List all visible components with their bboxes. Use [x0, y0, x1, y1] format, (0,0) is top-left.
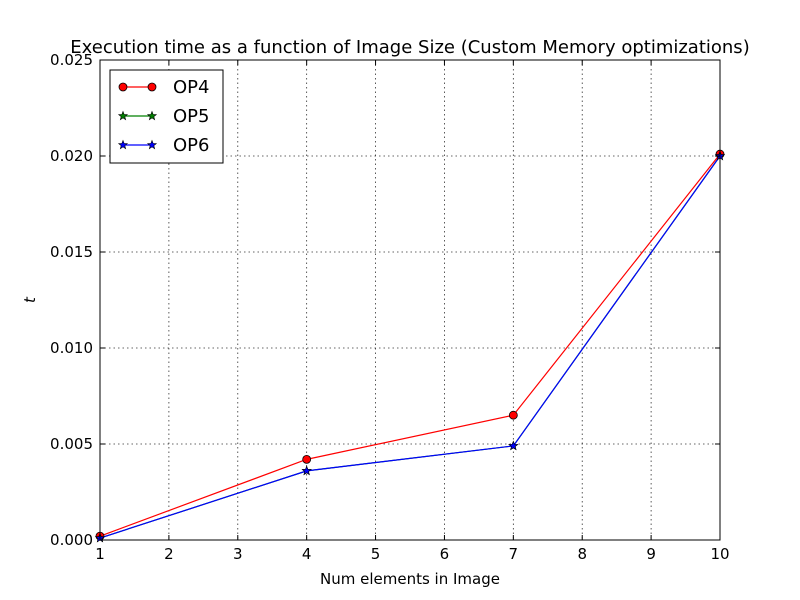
legend-marker-right	[147, 82, 157, 92]
data-point-op4	[302, 454, 312, 464]
legend-box	[109, 69, 224, 164]
x-tick-label: 9	[646, 545, 656, 563]
x-tick-label: 4	[302, 545, 312, 563]
legend-marker-left	[118, 82, 128, 92]
legend-marker-right	[146, 110, 158, 121]
legend-marker-left	[117, 139, 129, 150]
series-line-op4	[99, 153, 721, 537]
x-tick-label: 5	[371, 545, 381, 563]
x-tick-label: 10	[710, 545, 729, 563]
chart-title: Execution time as a function of Image Si…	[70, 37, 749, 58]
y-tick-label: 0.025	[50, 51, 93, 69]
legend-item-op6: OP6	[117, 135, 209, 156]
legend-marker-left	[117, 110, 129, 121]
y-tick-label: 0.010	[50, 339, 93, 357]
legend-marker-right	[146, 139, 158, 150]
y-axis-label: t	[21, 296, 39, 303]
y-tick-label: 0.005	[50, 435, 93, 453]
x-tick-label: 3	[233, 545, 243, 563]
legend-item-op5: OP5	[117, 106, 209, 127]
legend-label: OP4	[173, 77, 209, 98]
x-tick-label: 8	[577, 545, 587, 563]
series-op4	[95, 149, 725, 541]
series-line-op6	[99, 155, 721, 539]
legend-label: OP5	[173, 106, 209, 127]
x-axis-label: Num elements in Image	[320, 570, 500, 588]
y-tick-label: 0.015	[50, 243, 93, 261]
y-tick-label: 0.020	[50, 147, 93, 165]
data-point-op4	[508, 410, 518, 420]
tick-layer: 1 2 3 4 5 6 7 8 9 10 0.000 0.005 0.010 0.015 0.020 0.02…	[50, 51, 730, 563]
grid-layer	[100, 60, 720, 540]
x-tick-label: 2	[164, 545, 174, 563]
series-layer	[94, 149, 726, 543]
legend-item-op4: OP4	[118, 77, 209, 98]
legend-label: OP6	[173, 135, 209, 156]
x-tick-label: 1	[95, 545, 105, 563]
y-tick-label: 0.000	[50, 531, 93, 549]
legend: OP4 OP5 OP6	[109, 69, 224, 164]
data-point-op6	[301, 465, 312, 476]
plot-frame	[99, 59, 721, 541]
x-tick-label: 7	[509, 545, 519, 563]
x-tick-label: 6	[440, 545, 450, 563]
data-point-op6	[508, 440, 519, 451]
